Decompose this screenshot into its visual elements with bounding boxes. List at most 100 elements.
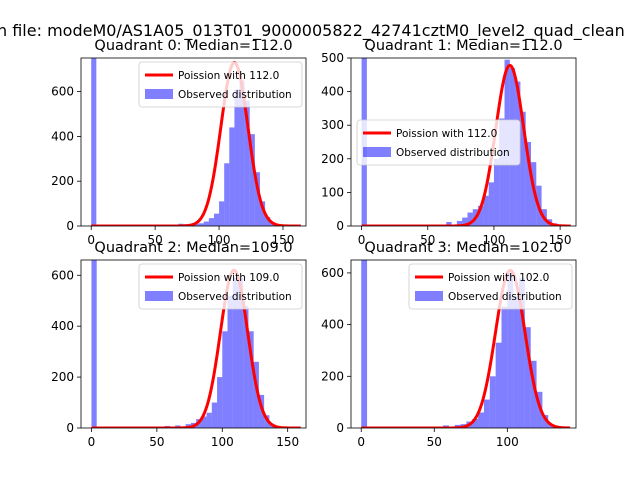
legend-hist-label: Observed distribution (178, 89, 292, 101)
x-tick-label: 100 (482, 233, 505, 247)
chart-panel-0: 0 50 100 150 0 200 400 600 Quadrant 0: Median=11… (51, 38, 307, 247)
histogram-bar (243, 305, 249, 428)
histogram-bar (254, 172, 260, 226)
legend-box (138, 263, 303, 310)
legend-hist-swatch (363, 147, 391, 157)
axes-frame (350, 57, 577, 227)
histogram-bar (472, 418, 479, 428)
histogram-bar (265, 217, 271, 226)
x-tick-label: 0 (357, 435, 365, 449)
histogram-bar (253, 361, 259, 428)
histogram-bar (462, 217, 468, 226)
y-tick-label: 600 (51, 85, 74, 99)
histogram-bar (489, 376, 496, 428)
x-tick-label: 100 (496, 435, 519, 449)
plot-area-3 (361, 260, 571, 428)
histogram-bar (213, 213, 220, 226)
y-tick-label: 200 (51, 370, 74, 384)
x-tick-label: 150 (272, 233, 295, 247)
histogram-bar (201, 416, 207, 428)
y-tick-label: 500 (321, 51, 344, 65)
legend-hist-swatch (145, 291, 173, 301)
poisson-fit-line (361, 63, 571, 226)
histogram-bar (493, 158, 500, 226)
histogram-bar (203, 221, 209, 226)
histogram-bar (237, 277, 244, 428)
histogram-bar (519, 278, 525, 428)
x-tick-label: 150 (276, 435, 299, 449)
x-tick-label: 50 (427, 435, 442, 449)
y-tick-label: 100 (321, 185, 344, 199)
histogram-bar (542, 415, 549, 428)
legend-fit-label: Poission with 102.0 (448, 272, 549, 284)
histogram-bar (488, 182, 494, 226)
histogram-bar (499, 118, 505, 226)
figure-suptitle: n file: modeM0/AS1A05_013T01_9000005822_… (0, 21, 625, 41)
histogram-bar (217, 377, 223, 428)
legend-hist-label: Observed distribution (178, 291, 292, 303)
histogram-bar (244, 100, 250, 226)
histogram-bar (229, 127, 235, 226)
legend: Poission with 109.0 Observed distribution (138, 263, 303, 310)
histogram-bar (483, 399, 490, 428)
x-tick-label: 50 (420, 233, 435, 247)
axes-frame (80, 57, 307, 227)
y-tick-label: 0 (336, 219, 344, 233)
histogram-bar (249, 134, 255, 226)
histogram-bar (248, 331, 254, 428)
y-tick-label: 600 (321, 266, 344, 280)
legend-fit-label: Poission with 112.0 (396, 128, 497, 140)
y-tick-label: 400 (51, 129, 74, 143)
histogram-bar (467, 212, 473, 226)
legend-box (138, 61, 303, 108)
axes-frame (350, 259, 577, 429)
axes-frame (80, 259, 307, 429)
x-tick-label: 0 (88, 435, 96, 449)
legend-hist-swatch (145, 89, 173, 99)
histogram-bar (446, 221, 452, 226)
histogram-bar (524, 327, 531, 428)
chart-title: Quadrant 0: Median=112.0 (94, 38, 292, 54)
x-tick-label: 150 (549, 233, 572, 247)
y-tick-label: 400 (51, 319, 74, 333)
plot-area-2 (91, 260, 301, 428)
y-tick-label: 400 (321, 318, 344, 332)
histogram-bar (234, 89, 240, 226)
histogram-bar (456, 220, 463, 226)
y-tick-label: 200 (321, 152, 344, 166)
y-tick-label: 0 (66, 421, 74, 435)
histogram-bar (222, 331, 228, 428)
legend-hist-label: Observed distribution (396, 147, 510, 159)
x-tick-label: 50 (148, 233, 163, 247)
histogram-bar (227, 295, 233, 428)
histogram-bar (91, 58, 97, 226)
histogram-bar (259, 201, 266, 226)
histogram-bar (507, 272, 514, 428)
x-tick-label: 0 (87, 233, 95, 247)
x-tick-label: 0 (358, 233, 366, 247)
histogram-bar (239, 80, 245, 226)
legend-hist-label: Observed distribution (448, 291, 562, 303)
chart-title: Quadrant 3: Median=102.0 (364, 240, 562, 256)
plot-area-0 (91, 58, 301, 226)
histogram-bar (198, 223, 204, 226)
y-tick-label: 0 (336, 421, 344, 435)
poisson-fit-line (361, 268, 571, 428)
chart-panel-2: 0 50 100 150 0 200 400 600 Quadrant 2: Median=10… (51, 240, 307, 449)
histogram-bar (478, 205, 484, 226)
histogram-bar (211, 402, 218, 428)
chart-panel-3: 0 50 100 0 200 400 600 Quadrant 3: Median=102.0… (321, 240, 577, 449)
histogram-bar (478, 412, 484, 428)
poisson-fit-line (91, 268, 301, 428)
histogram-bar (219, 201, 225, 226)
x-tick-label: 100 (211, 435, 234, 449)
histogram-bar (513, 296, 520, 428)
legend: Poission with 112.0 Observed distribution (356, 119, 521, 166)
chart-panel-1: 0 50 100 150 0 100 200 300 400 500 Quadrant 1: Med… (321, 38, 577, 247)
y-tick-label: 0 (66, 219, 74, 233)
poisson-fit-line (91, 60, 301, 226)
histogram-bar (520, 111, 526, 226)
x-tick-label: 50 (149, 435, 164, 449)
legend-fit-label: Poission with 112.0 (178, 70, 279, 82)
histogram-bar (91, 260, 97, 428)
